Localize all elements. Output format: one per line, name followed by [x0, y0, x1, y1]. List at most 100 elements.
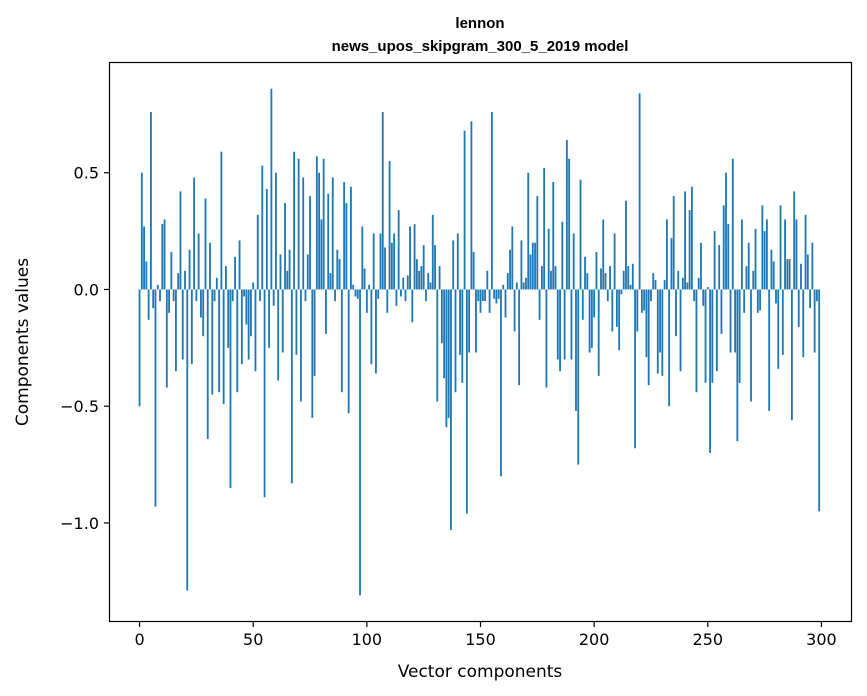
- bar: [243, 289, 246, 297]
- bar: [765, 219, 768, 290]
- bar: [413, 224, 416, 290]
- bar: [586, 273, 589, 290]
- chart-title: lennon: [455, 15, 504, 32]
- bar: [227, 289, 230, 348]
- bar: [686, 282, 689, 290]
- bar: [784, 219, 786, 290]
- bar: [277, 289, 280, 381]
- bar: [600, 268, 602, 290]
- bar: [638, 93, 641, 290]
- bar: [202, 289, 205, 337]
- bar: [504, 289, 507, 318]
- bar: [488, 289, 491, 313]
- bar: [231, 289, 234, 302]
- bar: [184, 270, 186, 290]
- bar: [443, 289, 446, 379]
- bar: [654, 280, 657, 290]
- bar: [672, 196, 675, 290]
- bar: [711, 289, 714, 383]
- bar: [659, 289, 661, 353]
- x-tick-label: 200: [579, 630, 610, 649]
- bar: [293, 151, 296, 290]
- bar: [511, 226, 514, 290]
- bar: [679, 289, 682, 372]
- bar: [713, 231, 716, 290]
- bar: [588, 289, 591, 353]
- bar: [465, 289, 468, 514]
- bar: [147, 289, 150, 320]
- bar: [772, 261, 775, 290]
- bar: [475, 289, 477, 353]
- bar: [386, 289, 389, 313]
- bar: [561, 221, 564, 290]
- bar: [320, 219, 323, 290]
- bar: [702, 289, 705, 306]
- bar: [218, 289, 221, 393]
- bar: [329, 273, 332, 290]
- bar: [450, 289, 452, 530]
- y-tick-label: 0.5: [74, 164, 99, 183]
- bar: [556, 289, 559, 360]
- bar: [261, 165, 264, 290]
- bar: [800, 263, 802, 290]
- bar: [150, 112, 152, 290]
- x-tick-label: 300: [806, 630, 837, 649]
- bar: [647, 289, 650, 386]
- bar: [172, 289, 175, 302]
- bar: [145, 261, 148, 290]
- bar: [515, 282, 518, 290]
- bar: [681, 277, 684, 290]
- bar: [359, 289, 361, 596]
- bar: [634, 289, 636, 449]
- bar: [334, 289, 336, 302]
- bar: [288, 249, 291, 290]
- bar: [252, 282, 255, 290]
- x-tick-label: 50: [243, 630, 263, 649]
- bar: [311, 289, 314, 418]
- bar: [200, 289, 202, 318]
- bar: [661, 289, 664, 376]
- bar: [456, 233, 459, 290]
- bar: [165, 289, 168, 388]
- bar: [384, 247, 386, 290]
- bar: [470, 121, 473, 290]
- bar: [609, 266, 611, 290]
- bar: [234, 256, 236, 290]
- bar: [493, 289, 496, 299]
- bar: [534, 242, 536, 290]
- bar: [229, 289, 232, 488]
- bar: [477, 289, 480, 302]
- bar: [143, 226, 146, 290]
- bar: [429, 282, 432, 290]
- bar: [606, 289, 609, 302]
- bar: [559, 289, 561, 372]
- bar: [670, 238, 673, 290]
- bar: [297, 158, 300, 290]
- bar: [368, 284, 371, 290]
- bar: [438, 266, 441, 290]
- bar: [290, 289, 293, 484]
- bar: [256, 214, 259, 290]
- bar: [213, 289, 216, 302]
- bar: [795, 219, 798, 290]
- bar: [347, 289, 350, 414]
- bar: [318, 172, 321, 290]
- bar: [554, 266, 557, 290]
- bar: [240, 289, 243, 365]
- bar: [497, 289, 500, 299]
- bar: [602, 219, 605, 290]
- bar: [163, 219, 166, 290]
- bar: [140, 172, 143, 290]
- bar: [693, 289, 696, 302]
- bar: [631, 263, 634, 290]
- bar: [645, 289, 648, 358]
- bar: [775, 289, 777, 304]
- bar: [206, 289, 209, 439]
- bar: [159, 289, 161, 302]
- bar: [781, 289, 784, 355]
- bar: [365, 289, 368, 313]
- bar: [720, 289, 723, 334]
- bar: [352, 284, 355, 290]
- bar: [327, 193, 330, 290]
